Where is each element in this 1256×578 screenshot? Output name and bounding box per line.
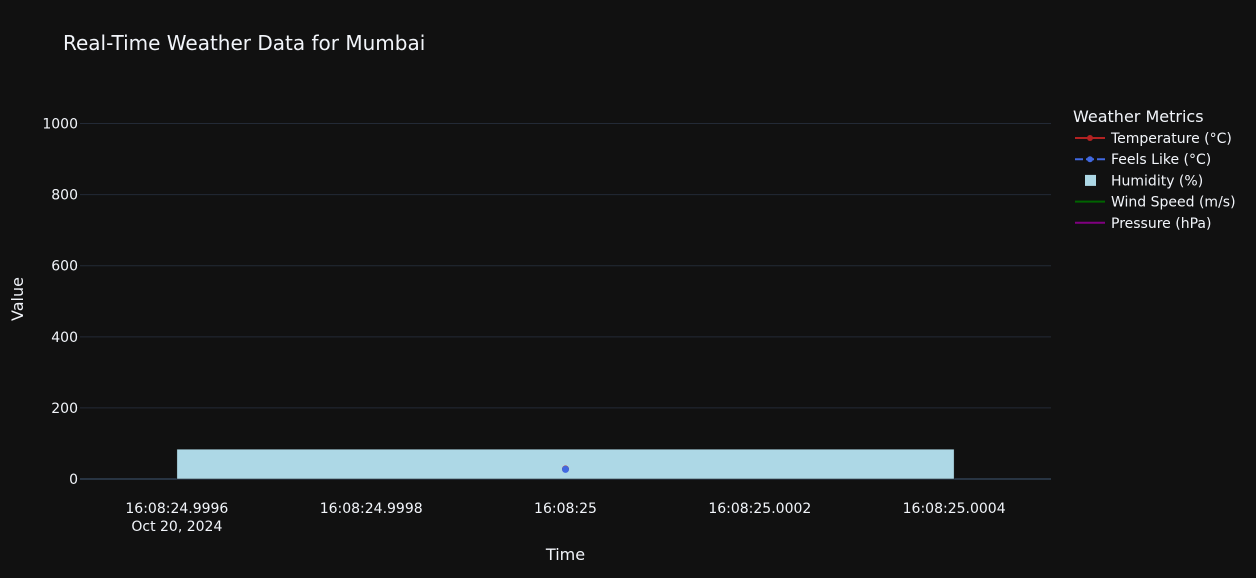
legend-swatch (1085, 174, 1096, 186)
legend-label: Feels Like (°C) (1111, 152, 1211, 168)
legend-label: Pressure (hPa) (1111, 216, 1211, 232)
x-axis-label: Time (545, 545, 585, 564)
legend-marker (1087, 135, 1093, 141)
x-tick-label: 16:08:25 (534, 501, 597, 517)
legend-item[interactable]: Wind Speed (m/s) (1075, 195, 1236, 211)
legend-item[interactable]: Pressure (hPa) (1075, 216, 1211, 232)
legend-marker (1087, 156, 1093, 163)
legend-item[interactable]: Feels Like (°C) (1075, 152, 1211, 168)
y-tick-label: 600 (51, 259, 78, 275)
legend-item[interactable]: Humidity (%) (1085, 173, 1203, 189)
legend-item[interactable]: Temperature (°C) (1075, 131, 1232, 147)
humidity-bar (176, 448, 955, 480)
x-tick-label: 16:08:25.0002 (708, 501, 811, 517)
bar-layer (176, 448, 955, 480)
y-tick-label: 400 (51, 330, 78, 346)
y-axis-label: Value (8, 277, 27, 321)
legend[interactable]: Weather Metrics Temperature (°C) Feels Li… (1073, 107, 1236, 232)
chart-title: Real-Time Weather Data for Mumbai (63, 31, 425, 55)
legend-label: Temperature (°C) (1110, 131, 1232, 147)
x-tick-label: 16:08:25.0004 (903, 501, 1006, 517)
x-tick-label: 16:08:24.9998 (320, 501, 423, 517)
x-tick-sublabel: Oct 20, 2024 (131, 519, 222, 535)
y-tick-label: 0 (69, 472, 78, 488)
legend-label: Wind Speed (m/s) (1111, 195, 1236, 211)
line-layer (562, 465, 569, 473)
legend-title: Weather Metrics (1073, 107, 1204, 126)
x-axis-ticks: 16:08:24.9996 Oct 20, 2024 16:08:24.9998 16… (125, 501, 1005, 535)
y-tick-label: 800 (51, 188, 78, 204)
grid-layer (80, 123, 1051, 480)
y-tick-label: 1000 (42, 117, 78, 133)
legend-items[interactable]: Temperature (°C) Feels Like (°C) Humidity … (1075, 131, 1236, 232)
legend-label: Humidity (%) (1111, 173, 1203, 189)
y-tick-label: 200 (51, 401, 78, 417)
feels-point (562, 465, 569, 473)
y-axis-ticks: 0 200 400 600 800 1000 (42, 117, 78, 488)
x-tick-label: 16:08:24.9996 (125, 501, 228, 517)
